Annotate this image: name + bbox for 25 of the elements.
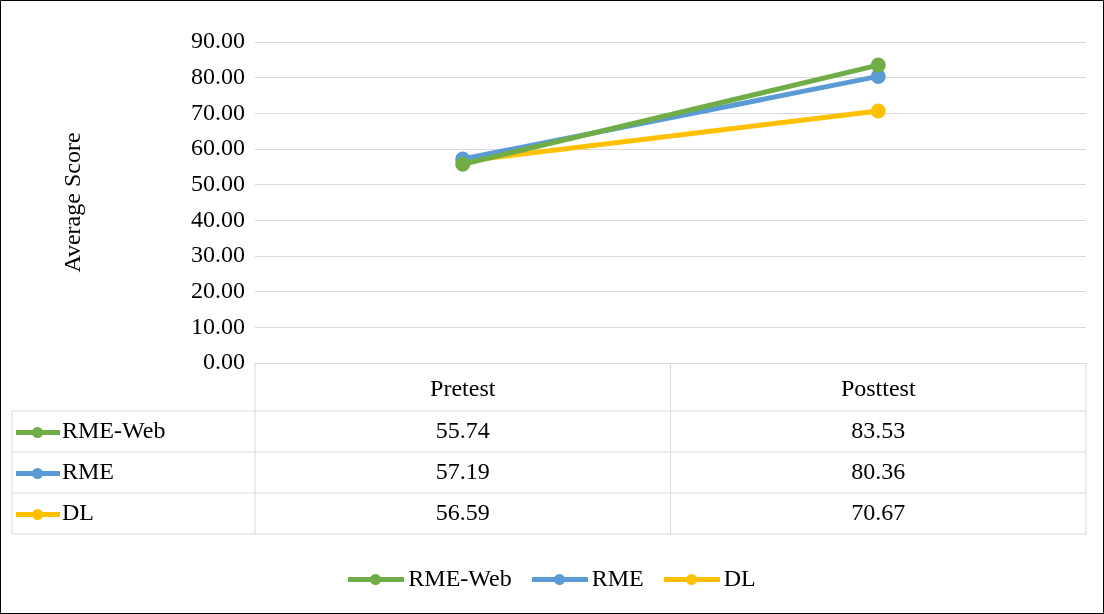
y-tick-label: 60.00 [191, 134, 245, 161]
text: DL [62, 498, 94, 525]
y-axis-title: Average Score [58, 132, 85, 273]
data-label: 57.19 [435, 457, 490, 484]
y-tick-label: 50.00 [191, 169, 245, 196]
y-tick-label: 70.00 [191, 98, 245, 125]
legend-label: RME [591, 565, 644, 592]
data-label: 70.67 [851, 498, 906, 525]
text: RME-Web [408, 565, 512, 591]
y-tick-label: 80.00 [191, 62, 245, 89]
x-tick-label: Posttest [840, 374, 916, 401]
x-tick-label: Pretest [430, 374, 496, 401]
legend-label: DL [723, 565, 756, 592]
y-tick-label: 20.00 [191, 276, 245, 303]
data-label: 56.59 [435, 498, 490, 525]
y-tick-label: 90.00 [191, 27, 245, 54]
data-label: 83.53 [851, 416, 906, 443]
y-tick-label: 40.00 [191, 205, 245, 232]
y-tick-label: 30.00 [191, 241, 245, 268]
data-label: 80.36 [851, 457, 906, 484]
text: RME [62, 457, 115, 484]
legend-label: RME-Web [62, 416, 166, 443]
y-tick-label: 10.00 [191, 312, 245, 339]
data-label: 55.74 [435, 416, 490, 443]
y-tick-label: 0.00 [203, 348, 245, 375]
